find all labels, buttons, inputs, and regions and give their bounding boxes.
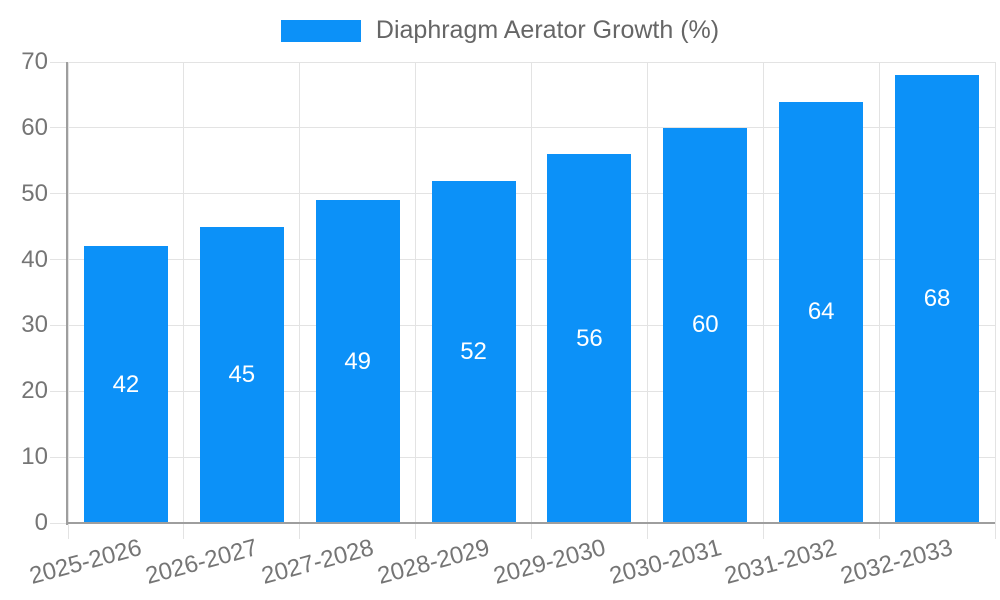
x-tick-label: 2032-2033	[837, 534, 956, 590]
y-gridline	[50, 324, 995, 326]
x-tick-label: 2031-2032	[722, 534, 840, 590]
x-gridline	[994, 62, 996, 539]
bar	[663, 127, 748, 522]
y-tick-label: 20	[21, 377, 48, 405]
x-tick-label: 2025-2026	[26, 534, 145, 590]
y-tick-label: 50	[21, 179, 48, 207]
bar-value-label: 52	[460, 337, 487, 365]
x-tick-label: 2030-2031	[606, 534, 725, 590]
y-tick-label: 40	[21, 245, 48, 273]
y-gridline	[50, 456, 995, 458]
y-tick-label: 30	[21, 311, 48, 339]
legend-label: Diaphragm Aerator Growth (%)	[375, 16, 720, 44]
bar-value-label: 60	[691, 311, 719, 339]
bar	[547, 154, 632, 522]
bar-value-label: 64	[807, 298, 835, 326]
bar-value-label: 45	[228, 360, 256, 388]
y-gridline	[50, 61, 995, 63]
bar	[779, 101, 864, 522]
bar	[199, 226, 284, 522]
bar-value-label: 42	[112, 370, 140, 398]
x-gridline	[762, 62, 764, 539]
bar-value-label: 68	[923, 285, 951, 313]
bar	[431, 180, 516, 522]
x-tick-label: 2027-2028	[258, 534, 377, 590]
y-tick-label: 60	[21, 113, 48, 141]
x-gridline	[878, 62, 880, 539]
x-tick-label: 2029-2030	[490, 534, 609, 590]
bar	[315, 200, 400, 522]
y-gridline	[50, 390, 995, 392]
x-tick-label: 2028-2029	[374, 534, 493, 590]
y-tick-label: 0	[34, 509, 48, 536]
legend[interactable]: Diaphragm Aerator Growth (%)	[0, 16, 1000, 45]
x-gridline	[67, 62, 69, 539]
x-gridline	[299, 62, 301, 539]
y-tick-label: 70	[21, 48, 48, 75]
y-axis-line	[66, 62, 68, 525]
y-gridline	[50, 127, 995, 129]
legend-swatch-icon	[280, 19, 361, 42]
x-gridline	[531, 62, 532, 539]
x-gridline	[646, 62, 648, 539]
x-axis-line	[66, 522, 995, 524]
bar-value-label: 49	[344, 347, 372, 375]
y-tick-label: 10	[21, 443, 48, 471]
x-gridline	[415, 62, 417, 539]
y-gridline	[50, 193, 995, 195]
x-tick-label: 2026-2027	[142, 534, 261, 590]
bar-value-label: 56	[576, 324, 603, 352]
bar	[83, 246, 168, 522]
bar	[895, 75, 980, 522]
y-gridline	[50, 259, 995, 261]
x-gridline	[183, 62, 185, 539]
